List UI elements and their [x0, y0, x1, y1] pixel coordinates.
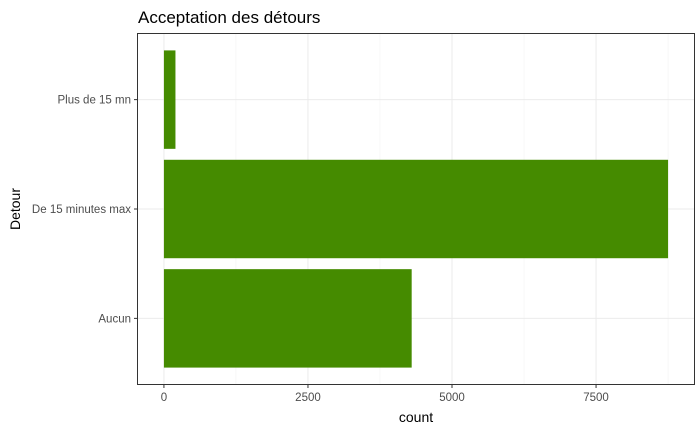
y-axis: Aucun De 15 minutes max Plus de 15 mn: [32, 95, 138, 325]
x-axis-title: count: [399, 409, 433, 425]
chart-title: Acceptation des détours: [138, 8, 320, 27]
x-axis: 0 2500 5000 7500: [161, 384, 609, 404]
bar-plus-de-15-mn: [163, 50, 176, 149]
y-tick-label: De 15 minutes max: [32, 204, 131, 216]
bar-aucun: [163, 269, 412, 368]
y-tick-label: Plus de 15 mn: [57, 95, 131, 107]
x-tick-label: 7500: [583, 392, 609, 404]
y-axis-title: Detour: [7, 188, 23, 230]
x-tick-label: 5000: [439, 392, 465, 404]
x-tick-label: 0: [161, 392, 167, 404]
x-tick-label: 2500: [295, 392, 321, 404]
bar-de-15-minutes-max: [163, 159, 669, 259]
bars: [163, 50, 669, 368]
y-tick-label: Aucun: [98, 313, 131, 325]
